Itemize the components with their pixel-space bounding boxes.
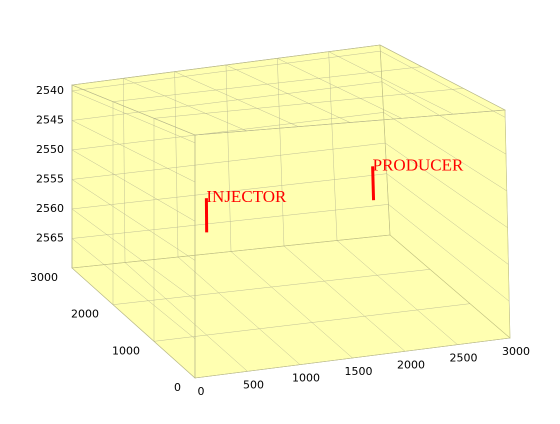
x-tick-label: 2000 <box>397 358 425 371</box>
well-label: PRODUCER <box>373 155 464 174</box>
z-tick-label: 2555 <box>36 172 64 185</box>
x-tick-label: 1500 <box>345 365 373 378</box>
box-face <box>72 85 195 378</box>
x-tick-label: 1000 <box>292 372 320 385</box>
x-tick-label: 2500 <box>450 352 478 365</box>
box-face <box>195 110 510 378</box>
x-tick-label: 0 <box>198 385 205 398</box>
z-tick-label: 2540 <box>36 84 64 97</box>
y-tick-label: 1000 <box>112 344 140 357</box>
x-tick-label: 500 <box>243 378 264 391</box>
z-tick-label: 2550 <box>36 143 64 156</box>
z-tick-label: 2545 <box>36 113 64 126</box>
y-tick-label: 0 <box>174 381 181 394</box>
x-tick-label: 3000 <box>502 345 530 358</box>
z-tick-label: 2565 <box>36 231 64 244</box>
z-tick-label: 2560 <box>36 202 64 215</box>
y-tick-label: 3000 <box>30 271 58 284</box>
well-label: INJECTOR <box>206 187 287 206</box>
y-tick-label: 2000 <box>71 308 99 321</box>
